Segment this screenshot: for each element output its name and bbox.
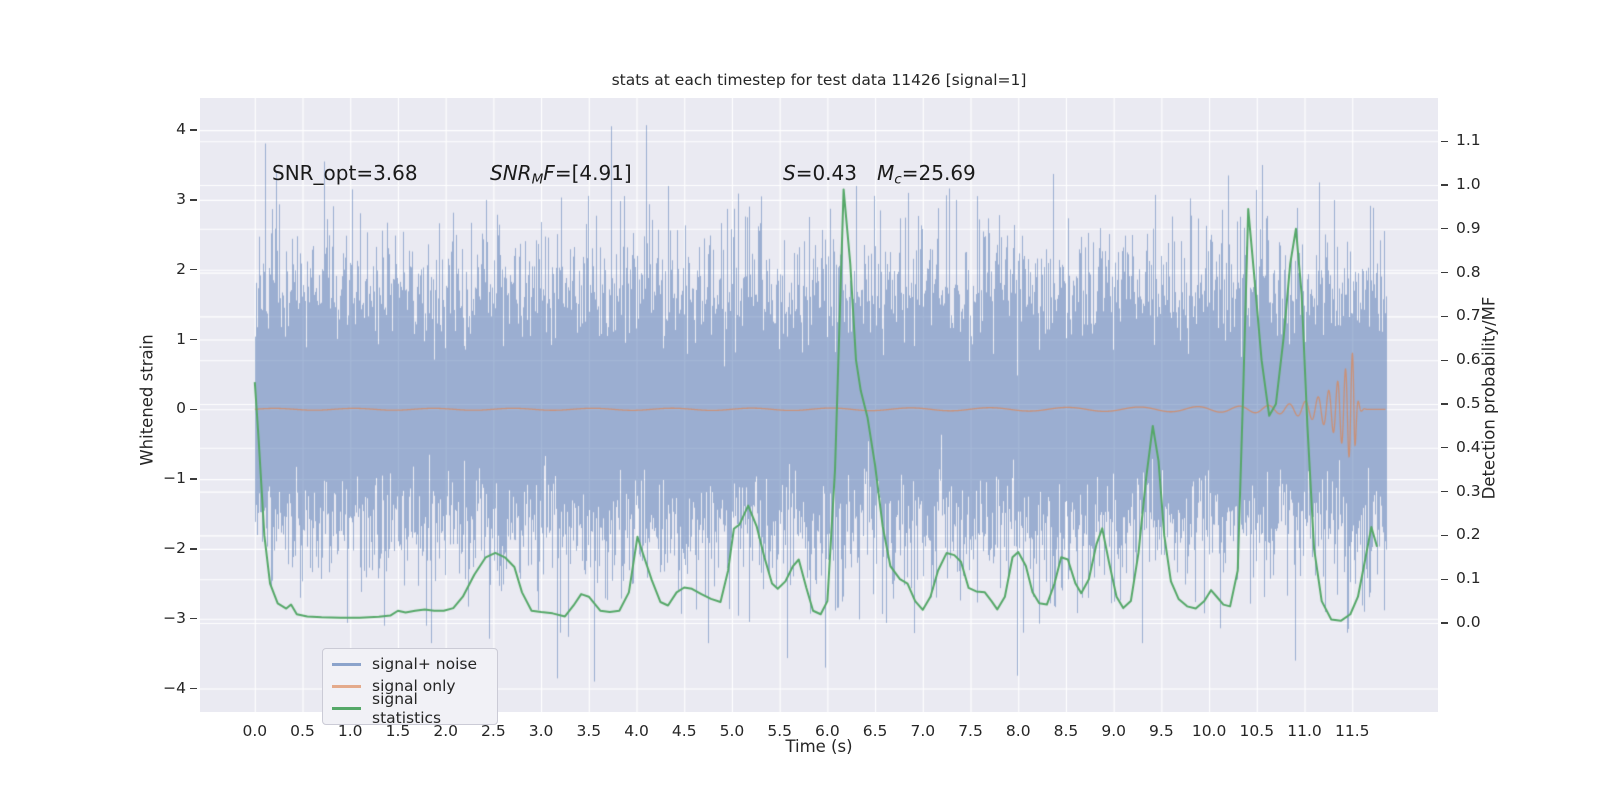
x-tick-label: 6.5 xyxy=(862,722,888,740)
left-y-tick-label: 0 xyxy=(176,399,186,418)
x-tick-label: 3.5 xyxy=(576,722,602,740)
x-tick-label: 10.0 xyxy=(1191,722,1227,740)
tick-mark xyxy=(1441,534,1448,537)
x-axis-label: Time (s) xyxy=(785,737,853,756)
annotation-s: S=0.43 xyxy=(783,161,857,185)
x-tick-label: 11.5 xyxy=(1334,722,1370,740)
annotation-mc: Mc=25.69 xyxy=(877,161,976,187)
legend-line-signal-statistics xyxy=(332,707,361,710)
tick-mark xyxy=(1441,622,1448,624)
right-y-tick-label: 0.9 xyxy=(1456,218,1481,237)
tick-mark xyxy=(190,129,197,131)
annotation-mc-post: =25.69 xyxy=(901,161,976,185)
tick-mark xyxy=(1441,184,1448,186)
right-y-axis-label: Detection probability/MF xyxy=(1479,296,1499,500)
right-y-tick-label: 0.0 xyxy=(1456,613,1481,631)
tick-mark xyxy=(190,687,197,690)
legend-line-signal-only xyxy=(332,685,361,688)
tick-mark xyxy=(1441,578,1448,580)
x-tick-label: 3.0 xyxy=(528,722,554,740)
x-tick-label: 8.5 xyxy=(1053,722,1079,740)
left-y-axis-label: Whitened strain xyxy=(137,334,157,466)
right-y-tick-label: 0.8 xyxy=(1456,262,1481,281)
x-tick-label: 0.0 xyxy=(242,722,268,740)
right-y-tick-label: 0.5 xyxy=(1456,394,1481,412)
right-y-tick-label: 0.6 xyxy=(1456,350,1481,369)
left-y-tick-label: 4 xyxy=(176,120,186,139)
tick-mark xyxy=(190,338,197,341)
x-tick-label: 4.0 xyxy=(624,722,649,740)
right-y-tick-label: 0.2 xyxy=(1456,525,1481,544)
left-y-tick-label: 1 xyxy=(176,329,186,348)
annotation-snr-mf: SNRMF=[4.91] xyxy=(490,161,632,187)
x-tick-label: 7.0 xyxy=(910,722,936,740)
annotation-mc-sub: c xyxy=(894,171,902,188)
x-tick-label: 1.5 xyxy=(385,722,411,740)
x-tick-label: 10.5 xyxy=(1239,722,1275,740)
x-tick-label: 5.0 xyxy=(719,722,745,740)
left-y-tick-label: −1 xyxy=(163,469,186,488)
legend-line-signal-noise xyxy=(332,663,361,666)
right-y-tick-label: 0.4 xyxy=(1456,437,1481,456)
annotation-snr-opt: SNR_opt=3.68 xyxy=(272,161,418,185)
tick-mark xyxy=(190,199,197,201)
legend: signal+ noise signal only signal statist… xyxy=(322,648,498,727)
x-tick-label: 1.0 xyxy=(337,722,363,740)
annotation-snr-mf-pre: SNR xyxy=(490,161,532,185)
tick-mark xyxy=(190,548,197,550)
tick-mark xyxy=(1441,403,1448,405)
tick-mark xyxy=(190,618,197,620)
annotation-snr-mf-post: =[4.91] xyxy=(554,161,632,185)
x-tick-label: 5.5 xyxy=(767,722,792,740)
annotation-snr-mf-mid: F xyxy=(543,161,555,185)
x-tick-label: 9.5 xyxy=(1149,722,1174,740)
x-tick-label: 0.5 xyxy=(290,722,315,740)
left-y-tick-label: −3 xyxy=(163,608,186,627)
legend-item-signal-noise: signal+ noise xyxy=(332,655,487,674)
tick-mark xyxy=(190,408,197,410)
annotation-snr-mf-sub: M xyxy=(531,171,544,188)
x-tick-label: 2.0 xyxy=(433,722,458,740)
tick-mark xyxy=(190,478,197,480)
tick-mark xyxy=(1441,140,1448,142)
right-y-tick-label: 0.7 xyxy=(1456,306,1481,325)
tick-mark xyxy=(1441,359,1448,361)
legend-label-signal-only: signal only xyxy=(372,677,456,695)
tick-mark xyxy=(1441,447,1448,449)
legend-label-signal-noise: signal+ noise xyxy=(372,655,477,673)
legend-item-signal-only: signal only xyxy=(332,677,487,696)
left-y-tick-label: 2 xyxy=(176,259,186,278)
chart-title: stats at each timestep for test data 114… xyxy=(611,71,1027,89)
tick-mark xyxy=(1441,490,1448,493)
right-y-tick-label: 0.1 xyxy=(1456,569,1481,588)
plot-area xyxy=(200,98,1438,712)
left-y-tick-label: 3 xyxy=(176,189,186,208)
legend-item-signal-statistics: signal statistics xyxy=(332,690,487,727)
tick-mark xyxy=(1441,315,1448,318)
x-tick-label: 2.5 xyxy=(481,722,506,740)
x-tick-label: 4.5 xyxy=(671,722,697,740)
tick-mark xyxy=(190,269,197,271)
annotation-s-post: =0.43 xyxy=(795,161,857,185)
left-y-tick-label: −2 xyxy=(163,538,186,557)
x-tick-label: 9.0 xyxy=(1101,722,1126,740)
tick-mark xyxy=(1441,271,1448,274)
annotation-s-pre: S xyxy=(783,161,796,185)
right-y-tick-label: 1.0 xyxy=(1456,175,1481,193)
tick-mark xyxy=(1441,228,1448,230)
legend-label-signal-statistics: signal statistics xyxy=(372,689,442,727)
right-y-tick-label: 0.3 xyxy=(1456,481,1481,500)
x-tick-label: 11.0 xyxy=(1287,722,1322,740)
left-y-tick-label: −4 xyxy=(163,678,186,697)
x-tick-label: 7.5 xyxy=(958,722,983,740)
annotation-mc-pre: M xyxy=(877,161,895,185)
x-tick-label: 6.0 xyxy=(815,722,840,740)
x-tick-label: 8.0 xyxy=(1005,722,1031,740)
right-y-tick-label: 1.1 xyxy=(1456,131,1481,150)
